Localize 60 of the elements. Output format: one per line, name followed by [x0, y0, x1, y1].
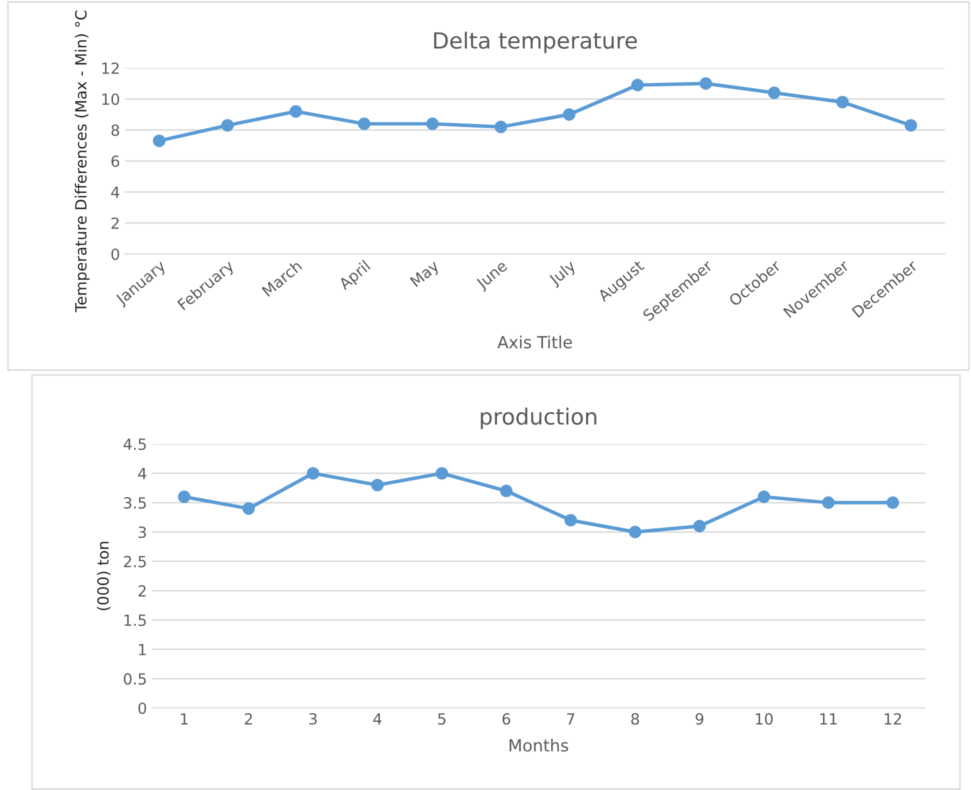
y-tick-label: 8 — [111, 124, 120, 136]
point — [358, 118, 370, 130]
point — [371, 478, 384, 492]
x-tick-label: 2 — [244, 713, 252, 724]
x-tick-label: May — [410, 260, 442, 290]
x-tick-label: 5 — [438, 713, 446, 725]
point — [500, 484, 513, 498]
x-tick-label: 12 — [884, 713, 901, 724]
x-tick-label: 3 — [309, 713, 317, 725]
y-axis-title: Temperature Differences (Max - Min) °C — [74, 10, 90, 312]
point — [758, 490, 770, 504]
x-tick-label: 7 — [567, 713, 574, 724]
x-tick-label: 10 — [756, 713, 773, 725]
point — [904, 119, 918, 132]
y-tick-label: 1.5 — [124, 614, 146, 626]
point — [564, 514, 577, 527]
chart-title: Delta temperature — [434, 32, 637, 54]
y-tick-label: 2.5 — [124, 556, 146, 568]
point — [693, 520, 706, 532]
chart-title: production — [480, 408, 596, 430]
point — [152, 134, 166, 148]
y-tick-label: 3.5 — [124, 497, 146, 509]
y-axis-title: (000) ton — [96, 542, 111, 610]
point — [436, 467, 448, 480]
x-tick-label: 6 — [502, 713, 510, 725]
y-tick-label: 6 — [111, 155, 120, 168]
point — [628, 526, 642, 538]
point — [290, 105, 302, 118]
point — [631, 78, 644, 92]
x-tick-label: 4 — [373, 713, 382, 724]
point — [700, 77, 712, 90]
point — [221, 119, 234, 132]
y-tick-label: 0 — [111, 248, 120, 260]
y-tick-label: 4 — [138, 468, 146, 480]
point — [836, 96, 849, 108]
point — [886, 496, 900, 509]
x-tick-label: 9 — [696, 713, 704, 725]
y-tick-label: 2 — [138, 585, 146, 596]
point — [494, 120, 508, 134]
y-tick-label: 12 — [102, 62, 119, 74]
y-tick-label: 4 — [111, 186, 120, 198]
point — [426, 118, 439, 130]
x-tick-label: 8 — [631, 713, 639, 725]
x-axis-title: Axis Title — [497, 336, 572, 348]
y-tick-label: 0.5 — [124, 673, 146, 685]
y-tick-label: 10 — [102, 93, 120, 106]
point — [768, 86, 780, 100]
y-tick-label: 3 — [138, 526, 146, 538]
point — [562, 108, 576, 121]
y-tick-label: 4.5 — [124, 438, 146, 450]
y-tick-label: 1 — [139, 644, 146, 656]
x-tick-label: 1 — [181, 713, 188, 724]
y-tick-label: 2 — [112, 217, 119, 229]
x-tick-label: 11 — [820, 713, 837, 724]
y-tick-label: 0 — [138, 702, 146, 714]
x-axis-title: Months — [510, 738, 568, 752]
point — [242, 502, 255, 515]
point — [178, 490, 190, 504]
point — [822, 496, 835, 509]
point — [306, 467, 320, 480]
